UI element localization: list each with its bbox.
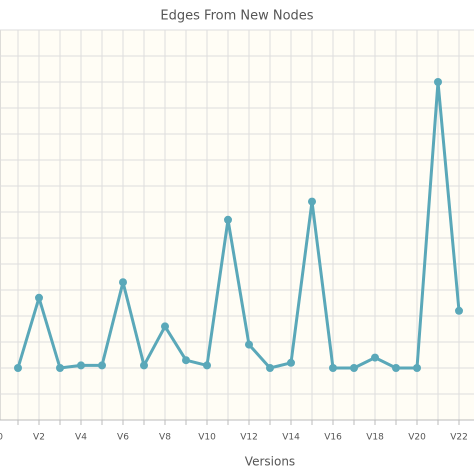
data-point [119, 278, 127, 287]
x-tick-label: V18 [366, 433, 384, 443]
x-tick-label: V12 [240, 433, 258, 443]
data-point [77, 361, 85, 370]
series-line [16, 80, 461, 370]
x-tick-label: V0 [0, 433, 3, 443]
x-tick-label: V4 [75, 433, 87, 443]
data-point [308, 197, 316, 206]
x-tick-label: V10 [198, 433, 216, 443]
x-tick-label: V8 [159, 433, 171, 443]
chart-title: Edges From New Nodes [160, 9, 313, 24]
data-point [266, 364, 274, 372]
data-point [140, 361, 148, 370]
x-tick-label: V22 [450, 433, 468, 443]
data-point [434, 78, 442, 86]
x-tick-label: V14 [282, 433, 300, 443]
plot-area [0, 29, 474, 421]
data-point [35, 293, 43, 302]
x-tick-label: V6 [117, 433, 129, 443]
data-point [455, 306, 463, 315]
x-axis-label: Versions [245, 455, 295, 469]
x-tick-label: V2 [33, 433, 45, 443]
data-point [392, 364, 400, 372]
data-point [224, 215, 232, 224]
data-point [161, 322, 169, 331]
data-point [413, 364, 421, 372]
data-point [371, 353, 379, 362]
data-point [287, 358, 295, 367]
data-point [98, 361, 106, 370]
data-point [203, 361, 211, 370]
data-point [350, 364, 358, 372]
data-point [329, 364, 337, 372]
data-point [14, 364, 22, 372]
x-tick-label: V20 [408, 433, 426, 443]
data-point [245, 340, 253, 349]
data-point [182, 356, 190, 365]
x-tick-label: V16 [324, 433, 342, 443]
data-point [56, 364, 64, 372]
